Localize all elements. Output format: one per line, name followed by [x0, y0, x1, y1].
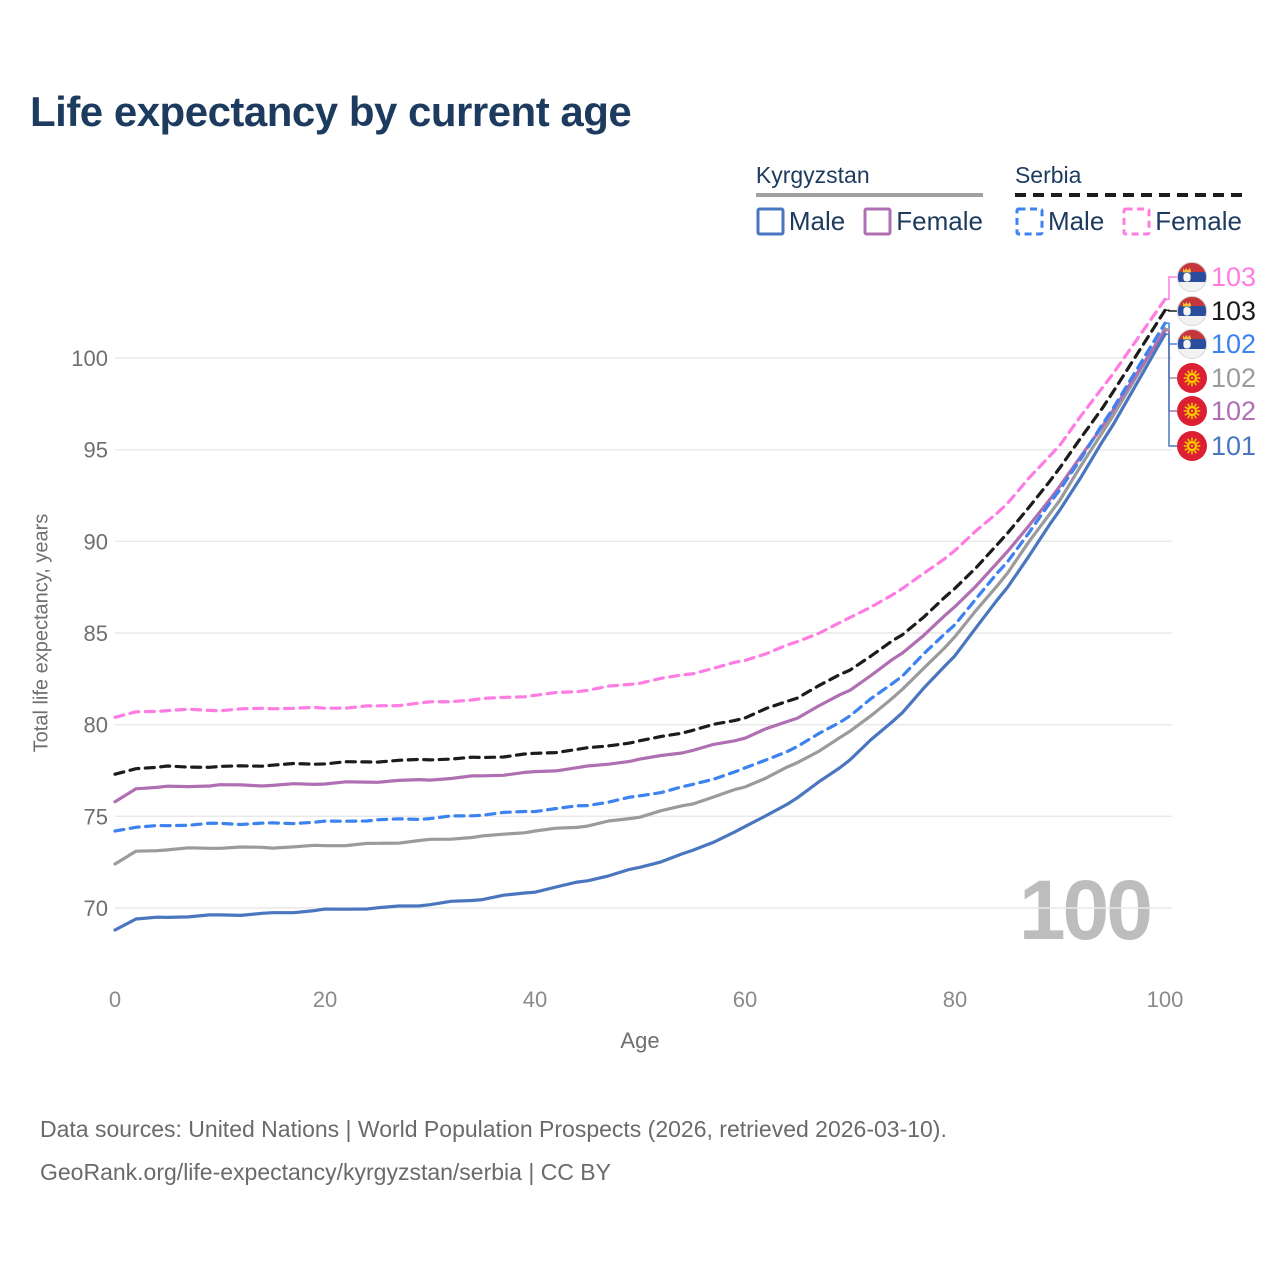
- y-tick-label-75: 75: [84, 804, 108, 829]
- series-line-kyrgyzstan-female[interactable]: [113, 328, 1167, 804]
- legend-item-kyrgyzstan-male[interactable]: Male: [756, 206, 845, 237]
- leader-line-serbia-both: [1165, 309, 1177, 312]
- series-end-label-serbia-both: 103: [1211, 296, 1256, 326]
- series-end-label-kyrgyzstan-both: 102: [1211, 363, 1256, 393]
- x-tick-label-0: 0: [109, 987, 121, 1012]
- y-tick-label-95: 95: [84, 438, 108, 463]
- leader-line-kyrgyzstan-female: [1165, 329, 1177, 412]
- series-line-serbia-male[interactable]: [113, 321, 1167, 833]
- x-tick-label-80: 80: [943, 987, 967, 1012]
- flag-icon-serbia: [1176, 328, 1208, 360]
- legend-item-serbia-male[interactable]: Male: [1015, 206, 1104, 237]
- y-axis-title: Total life expectancy, years: [30, 513, 53, 753]
- y-tick-label-80: 80: [84, 713, 108, 738]
- series-line-kyrgyzstan-male[interactable]: [113, 332, 1167, 932]
- legend-item-kyrgyzstan-female[interactable]: Female: [863, 206, 983, 237]
- series-end-label-serbia-male: 102: [1211, 329, 1256, 359]
- footer-attribution: GeoRank.org/life-expectancy/kyrgyzstan/s…: [40, 1158, 611, 1185]
- y-tick-label-85: 85: [84, 621, 108, 646]
- legend-checkbox-icon: [863, 207, 892, 236]
- legend-item-label: Female: [896, 206, 983, 236]
- x-tick-label-100: 100: [1147, 987, 1184, 1012]
- legend-item-label: Female: [1155, 206, 1242, 236]
- y-tick-label-100: 100: [71, 346, 108, 371]
- legend-dashed-line-swatch: [1014, 193, 1242, 197]
- legend-country-label: Serbia: [1014, 162, 1082, 188]
- legend-country-kyrgyzstan[interactable]: Kyrgyzstan: [755, 162, 983, 206]
- legend-group-kyrgyzstan: Kyrgyzstan Male Female: [755, 162, 983, 237]
- legend-checkbox-icon: [1015, 207, 1044, 236]
- y-tick-label-90: 90: [84, 529, 108, 554]
- series-line-serbia-female[interactable]: [113, 297, 1167, 719]
- legend: Kyrgyzstan Male Female Serbia Male Female: [755, 162, 1242, 237]
- page-title: Life expectancy by current age: [30, 88, 632, 135]
- y-tick-label-70: 70: [84, 896, 108, 921]
- flag-icon-kyrgyzstan: [1177, 363, 1207, 393]
- legend-solid-line-swatch: [755, 193, 983, 197]
- flag-icon-serbia: [1176, 295, 1208, 327]
- age-watermark: 100: [1018, 863, 1153, 957]
- flag-icon-kyrgyzstan: [1177, 431, 1207, 461]
- flag-icon-serbia: [1176, 261, 1208, 293]
- x-tick-label-40: 40: [523, 987, 547, 1012]
- leader-line-kyrgyzstan-male: [1165, 333, 1177, 447]
- series-end-label-kyrgyzstan-female: 102: [1211, 396, 1256, 426]
- x-axis-title: Age: [620, 1028, 660, 1053]
- series-end-label-kyrgyzstan-male: 101: [1211, 431, 1256, 461]
- series-line-kyrgyzstan-both[interactable]: [113, 327, 1167, 866]
- legend-country-label: Kyrgyzstan: [755, 162, 870, 188]
- legend-checkbox-icon: [1122, 207, 1151, 236]
- legend-checkbox-icon: [756, 207, 785, 236]
- legend-country-serbia[interactable]: Serbia: [1014, 162, 1242, 206]
- x-tick-label-60: 60: [733, 987, 757, 1012]
- leader-line-kyrgyzstan-both: [1165, 327, 1177, 379]
- footer-data-sources: Data sources: United Nations | World Pop…: [40, 1116, 947, 1142]
- legend-item-label: Male: [1047, 206, 1105, 236]
- footer: Data sources: United Nations | World Pop…: [40, 1108, 947, 1193]
- legend-group-serbia: Serbia Male Female: [1014, 162, 1242, 237]
- x-tick-label-20: 20: [313, 987, 337, 1012]
- legend-item-label: Male: [788, 206, 846, 236]
- leader-line-serbia-female: [1165, 276, 1177, 301]
- legend-item-serbia-female[interactable]: Female: [1122, 206, 1242, 237]
- flag-icon-kyrgyzstan: [1177, 396, 1207, 426]
- series-end-label-serbia-female: 103: [1211, 262, 1256, 292]
- series-line-serbia-both[interactable]: [113, 308, 1167, 776]
